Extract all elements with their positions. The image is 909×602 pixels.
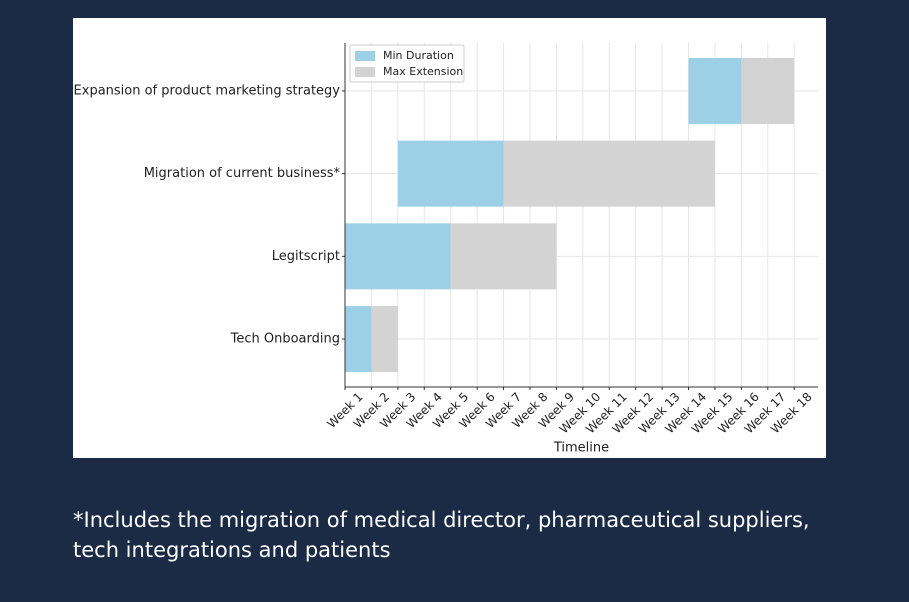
bar-segment [503,140,715,207]
bar-segment [345,223,451,290]
legend-swatch [355,51,375,61]
bar-segment [345,306,372,373]
bar-segment [450,223,557,290]
y-tick-label: Expansion of product marketing strategy [74,83,341,98]
y-tick-label: Tech Onboarding [230,332,340,347]
y-tick-label: Legitscript [272,249,340,264]
legend-swatch [355,67,375,77]
bar-segment [371,306,398,373]
bar-segment [741,57,795,124]
x-axis-label: Timeline [553,441,609,456]
bar-segment [688,57,742,124]
footnote-line: *Includes the migration of medical direc… [73,508,810,532]
legend-label: Min Duration [383,49,454,62]
legend-box [349,44,465,83]
y-tick-label: Migration of current business* [144,166,341,181]
bar-segment [397,140,504,207]
legend-label: Max Extension [383,65,463,78]
footnote-line: tech integrations and patients [73,538,391,562]
